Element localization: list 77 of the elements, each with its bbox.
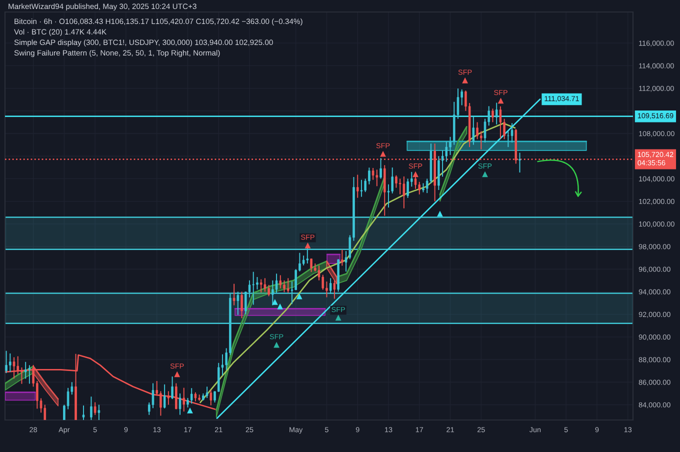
candlestick <box>178 392 182 416</box>
point <box>498 98 504 104</box>
candlestick <box>398 178 402 195</box>
point <box>462 77 468 84</box>
candlestick <box>24 361 27 380</box>
candlestick <box>499 106 502 140</box>
candlestick <box>82 405 85 420</box>
candlestick <box>210 390 212 406</box>
candlestick <box>190 388 193 404</box>
candlestick <box>286 278 290 294</box>
candlestick <box>90 396 92 420</box>
candlestick <box>206 386 208 398</box>
candlestick <box>12 356 16 380</box>
point <box>274 342 280 348</box>
candlestick <box>406 178 409 198</box>
candlestick <box>260 278 262 293</box>
candlestick <box>472 116 475 146</box>
point <box>380 150 386 157</box>
candlestick <box>372 167 374 180</box>
candlestick <box>283 280 286 293</box>
line-series <box>200 122 516 404</box>
point <box>187 407 193 414</box>
candlestick <box>445 140 448 162</box>
candlestick <box>152 382 154 409</box>
candlestick <box>510 122 514 144</box>
candlestick <box>322 274 324 290</box>
candlestick <box>376 169 378 187</box>
candlestick <box>167 390 170 406</box>
candlestick <box>9 352 12 372</box>
point <box>296 293 302 300</box>
candlestick <box>395 174 398 188</box>
candlestick <box>171 376 174 400</box>
candlestick <box>28 364 31 384</box>
candlestick <box>492 108 494 123</box>
candlestick <box>186 397 189 408</box>
candlestick <box>264 278 266 292</box>
point <box>174 371 180 378</box>
candlestick <box>383 164 386 216</box>
candlestick <box>333 280 336 300</box>
candlestick <box>422 182 424 193</box>
candlestick <box>20 366 23 384</box>
candlestick <box>380 158 382 180</box>
candlestick <box>272 280 274 306</box>
candlestick <box>256 276 258 290</box>
candlestick <box>163 384 166 409</box>
point <box>277 303 284 310</box>
candlestick <box>236 291 240 316</box>
candlestick <box>279 274 282 289</box>
candlestick <box>275 273 278 294</box>
candlestick <box>476 122 478 140</box>
candlestick <box>268 284 270 297</box>
candlestick <box>310 258 312 272</box>
candlestick <box>194 392 197 402</box>
point <box>482 171 488 178</box>
candlestick <box>418 181 421 195</box>
point <box>335 314 342 321</box>
point <box>437 210 443 217</box>
candlestick <box>44 404 46 420</box>
candlestick <box>518 152 521 173</box>
candlestick <box>480 130 482 150</box>
candlestick <box>98 404 100 420</box>
candlestick <box>341 249 344 266</box>
candlestick <box>232 283 236 306</box>
line-series <box>5 354 216 410</box>
candlestick <box>329 278 332 294</box>
candlestick <box>391 167 394 194</box>
point <box>412 171 418 178</box>
candlestick <box>94 402 96 416</box>
point <box>304 242 311 248</box>
candlestick <box>240 291 243 319</box>
candlestick <box>252 271 255 306</box>
candlestick <box>5 350 8 374</box>
candlestick <box>495 102 498 125</box>
candlestick <box>360 179 363 198</box>
point <box>272 298 278 305</box>
candlestick <box>356 174 359 198</box>
candlestick <box>402 176 406 209</box>
